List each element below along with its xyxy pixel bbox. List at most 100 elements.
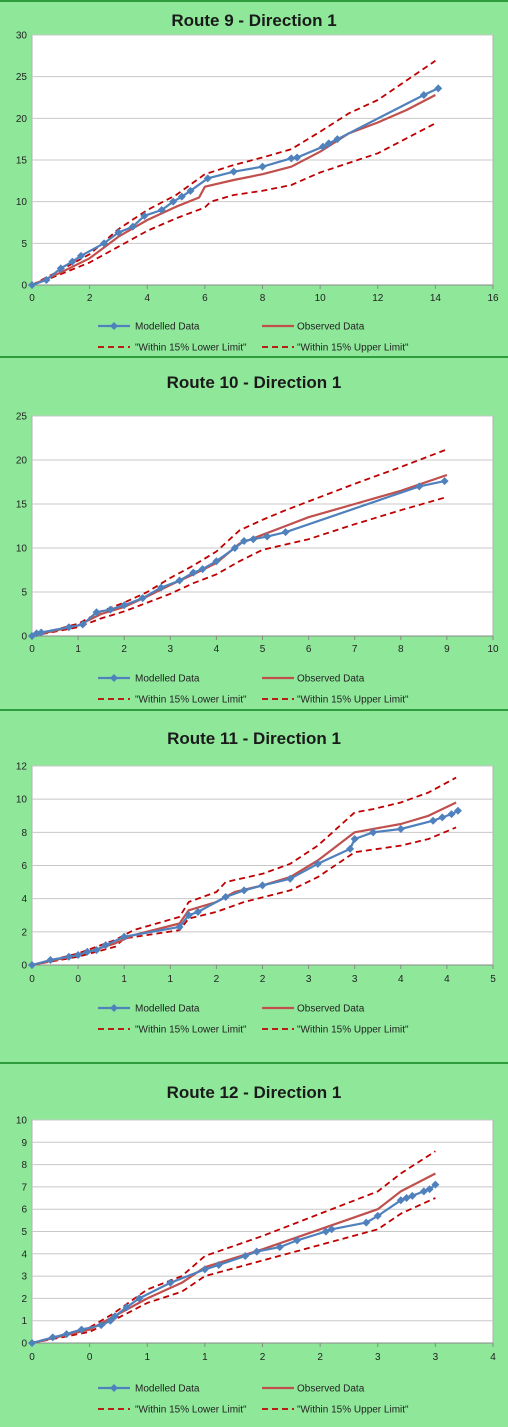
route-12-modelled-point (327, 1225, 336, 1234)
route-12-title: Route 12 - Direction 1 (167, 1083, 342, 1102)
legend-upper-label: "Within 15% Upper Limit" (297, 1025, 409, 1036)
route-9-modelled-point (28, 281, 36, 289)
route-11-modelled-point (83, 947, 92, 956)
route-12-x-tick-label: 2 (260, 1352, 266, 1363)
route-9-modelled-point (287, 154, 296, 163)
route-9-modelled-point (203, 174, 212, 183)
legend-modelled-marker (110, 674, 118, 682)
route-9-modelled-point (333, 135, 342, 144)
route-9-modelled-point (258, 162, 267, 171)
route-10-modelled-point (92, 608, 101, 617)
route-12-y-tick-label: 3 (21, 1272, 27, 1283)
route-11-modelled-point (350, 834, 359, 843)
route-12-legend: Modelled Data Observed Data "Within 15% Lo… (98, 1384, 409, 1416)
route-9-modelled-point (56, 264, 65, 273)
route-12-y-tick-label: 5 (21, 1227, 27, 1238)
route-10-x-tick-label: 10 (487, 644, 499, 655)
route-10-modelled-point (212, 557, 221, 566)
route-11-modelled-point (438, 813, 447, 822)
route-10-modelled-point (415, 482, 424, 491)
route-10-x-tick-label: 8 (398, 644, 404, 655)
route-12-modelled-point (122, 1303, 131, 1312)
route-11-y-tick-label: 12 (16, 762, 28, 773)
route-11-modelled-point (28, 961, 36, 969)
route-12-x-tick-label: 1 (202, 1352, 208, 1363)
route-11-lower-limit-line (31, 826, 457, 966)
route-11-modelled-point (193, 907, 202, 916)
legend-observed-label: Observed Data (297, 1004, 365, 1015)
legend-observed-label: Observed Data (297, 322, 365, 333)
route-10-modelled-point (440, 477, 449, 486)
legend-observed-label: Observed Data (297, 1384, 365, 1395)
route-9-x-tick-label: 4 (144, 293, 150, 304)
route-10-x-tick-label: 6 (306, 644, 312, 655)
route-12-modelled-point (110, 1312, 119, 1321)
route-9-modelled-point (76, 251, 85, 260)
route-10-legend: Modelled Data Observed Data "Within 15% Lo… (98, 674, 409, 706)
route-11-modelled-point (429, 816, 438, 825)
route-9-x-tick-label: 6 (202, 293, 208, 304)
route-9-modelled-point (177, 192, 186, 201)
chart-panel-route-10: Route 10 - Direction 1 0 5 10 15 20 25 0 1 2 3 4 5 6 7… (0, 356, 508, 709)
route-11-modelled-point (46, 956, 55, 965)
route-11-title: Route 11 - Direction 1 (167, 729, 341, 748)
route-9-modelled-point (169, 197, 178, 206)
route-9-modelled-point (319, 142, 328, 151)
route-9-observed-line (31, 94, 436, 287)
legend-modelled-label: Modelled Data (135, 1004, 200, 1015)
legend-upper-label: "Within 15% Upper Limit" (297, 343, 409, 354)
route-10-x-tick-label: 0 (29, 644, 35, 655)
route-11-modelled-point (184, 911, 193, 920)
legend-modelled-marker (110, 322, 118, 330)
route-9-y-tick-label: 25 (16, 72, 28, 83)
route-11-x-tick-label: 4 (444, 974, 450, 985)
legend-modelled-label: Modelled Data (135, 674, 200, 685)
route-12-modelled-point (373, 1211, 382, 1220)
route-12-modelled-point (77, 1325, 86, 1334)
route-12-modelled-point (200, 1265, 209, 1274)
route-11-modelled-point (258, 881, 267, 890)
route-12-y-tick-label: 4 (21, 1249, 27, 1260)
route-11-modelled-point (453, 806, 462, 815)
route-12-modelled-point (135, 1294, 144, 1303)
route-9-y-tick-label: 20 (16, 114, 28, 125)
route-9-modelled-point (100, 239, 109, 248)
route-9-x-tick-label: 14 (430, 293, 442, 304)
route-10-y-tick-label: 10 (16, 544, 28, 555)
route-12-x-tick-label: 3 (433, 1352, 439, 1363)
route-10-chart: Route 10 - Direction 1 0 5 10 15 20 25 0 1 2 3 4 5 6 7… (16, 373, 499, 706)
route-9-x-tick-label: 12 (372, 293, 384, 304)
route-12-y-tick-label: 6 (21, 1205, 27, 1216)
route-11-x-tick-label: 0 (75, 974, 81, 985)
route-10-y-tick-label: 5 (21, 588, 27, 599)
route-11-y-tick-label: 0 (21, 961, 27, 972)
route-12-x-tick-label: 4 (490, 1352, 496, 1363)
route-9-modelled-point (68, 257, 77, 266)
route-9-modelled-point (140, 211, 149, 220)
route-10-x-tick-label: 7 (352, 644, 358, 655)
route-12-y-tick-label: 1 (21, 1316, 27, 1327)
route-10-modelled-point (198, 565, 207, 574)
route-10-modelled-point (230, 544, 239, 552)
route-9-lower-limit-line (31, 122, 436, 286)
route-11-y-tick-label: 2 (21, 927, 27, 938)
route-10-modelled-point (281, 528, 290, 537)
route-12-y-tick-label: 9 (21, 1138, 27, 1149)
route-9-y-tick-label: 10 (16, 197, 28, 208)
route-9-x-tick-label: 2 (87, 293, 93, 304)
route-9-x-tick-label: 0 (29, 293, 35, 304)
route-12-modelled-point (275, 1243, 284, 1252)
route-12-y-tick-label: 8 (21, 1160, 27, 1171)
route-10-modelled-point (78, 620, 87, 629)
legend-modelled-label: Modelled Data (135, 322, 200, 333)
route-11-modelled-point (396, 825, 405, 834)
route-9-x-tick-label: 8 (260, 293, 266, 304)
route-11-modelled-point (74, 951, 83, 960)
legend-observed-label: Observed Data (297, 674, 365, 685)
route-11-x-tick-label: 2 (214, 974, 220, 985)
route-9-y-tick-label: 30 (16, 31, 28, 42)
route-9-x-tick-label: 10 (315, 293, 327, 304)
route-9-chart: Route 9 - Direction 1 0 5 10 15 20 25 30 0 2 4 6 8 10… (16, 11, 499, 354)
